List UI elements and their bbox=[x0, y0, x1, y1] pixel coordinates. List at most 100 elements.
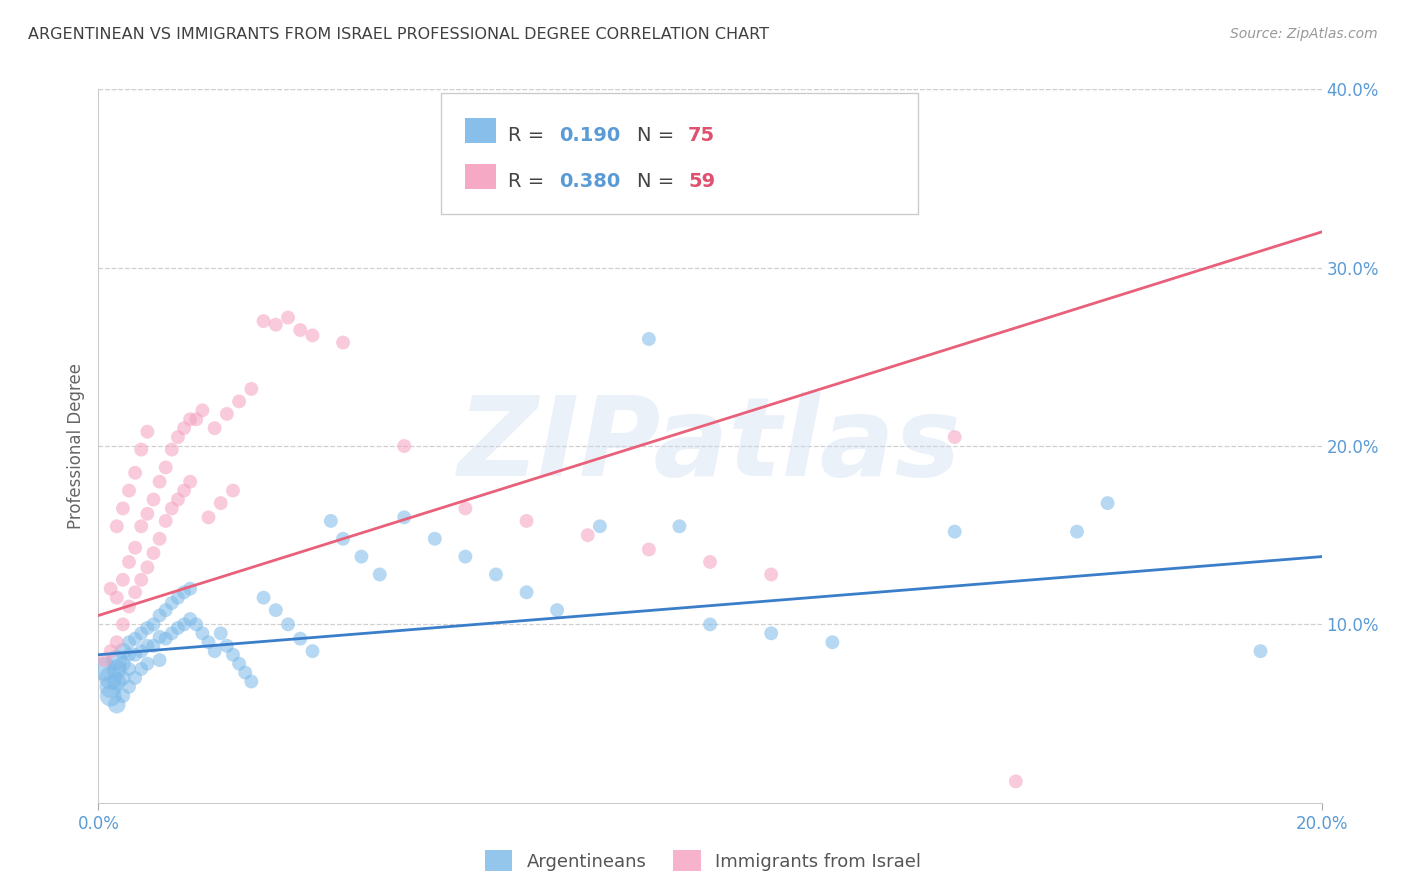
Point bbox=[160, 501, 183, 516]
Y-axis label: Professional Degree: Professional Degree bbox=[66, 363, 84, 529]
Point bbox=[264, 603, 287, 617]
Point bbox=[100, 680, 122, 694]
Point bbox=[332, 532, 354, 546]
Point bbox=[149, 475, 172, 489]
Point bbox=[129, 442, 152, 457]
Point bbox=[368, 567, 391, 582]
Point bbox=[277, 617, 299, 632]
Point bbox=[215, 639, 238, 653]
Point bbox=[186, 412, 208, 426]
Point bbox=[546, 603, 568, 617]
Point bbox=[100, 582, 122, 596]
Point bbox=[943, 524, 966, 539]
Point bbox=[1004, 774, 1026, 789]
Point bbox=[167, 591, 190, 605]
Point bbox=[118, 635, 141, 649]
Text: 0.190: 0.190 bbox=[560, 126, 621, 145]
Point bbox=[111, 644, 134, 658]
Point bbox=[516, 514, 538, 528]
Point bbox=[228, 394, 250, 409]
Point bbox=[105, 662, 128, 676]
Point bbox=[124, 466, 146, 480]
Point bbox=[129, 626, 152, 640]
Point bbox=[252, 591, 274, 605]
Point bbox=[277, 310, 299, 325]
Point bbox=[301, 644, 323, 658]
Point bbox=[197, 635, 219, 649]
Point bbox=[173, 483, 195, 498]
Point bbox=[228, 657, 250, 671]
FancyBboxPatch shape bbox=[465, 118, 496, 143]
Point bbox=[264, 318, 287, 332]
Point bbox=[124, 648, 146, 662]
Point bbox=[1097, 496, 1119, 510]
Point bbox=[93, 653, 115, 667]
Point bbox=[290, 323, 312, 337]
Point bbox=[124, 671, 146, 685]
Point bbox=[124, 541, 146, 555]
Point bbox=[118, 662, 141, 676]
Point bbox=[173, 585, 195, 599]
Point bbox=[142, 639, 165, 653]
Point bbox=[136, 657, 159, 671]
Point bbox=[149, 630, 172, 644]
Point bbox=[215, 407, 238, 421]
Point bbox=[136, 560, 159, 574]
Point bbox=[350, 549, 373, 564]
Point bbox=[111, 657, 134, 671]
Point bbox=[179, 612, 201, 626]
Point bbox=[943, 430, 966, 444]
Point bbox=[222, 483, 245, 498]
Point bbox=[392, 510, 416, 524]
Point bbox=[392, 439, 416, 453]
Point bbox=[204, 421, 226, 435]
Point bbox=[301, 328, 323, 343]
Text: 59: 59 bbox=[688, 172, 716, 192]
Point bbox=[105, 635, 128, 649]
Point bbox=[319, 514, 342, 528]
Point bbox=[160, 442, 183, 457]
Point bbox=[155, 460, 177, 475]
Point bbox=[100, 671, 122, 685]
Text: ZIPatlas: ZIPatlas bbox=[458, 392, 962, 500]
Point bbox=[105, 653, 128, 667]
Point bbox=[179, 582, 201, 596]
Point bbox=[111, 671, 134, 685]
Point bbox=[155, 603, 177, 617]
Text: N =: N = bbox=[637, 126, 681, 145]
FancyBboxPatch shape bbox=[465, 164, 496, 189]
Point bbox=[637, 332, 661, 346]
Text: 0.380: 0.380 bbox=[560, 172, 621, 192]
Point bbox=[124, 585, 146, 599]
Text: ARGENTINEAN VS IMMIGRANTS FROM ISRAEL PROFESSIONAL DEGREE CORRELATION CHART: ARGENTINEAN VS IMMIGRANTS FROM ISRAEL PR… bbox=[28, 27, 769, 42]
Text: Source: ZipAtlas.com: Source: ZipAtlas.com bbox=[1230, 27, 1378, 41]
Point bbox=[129, 519, 152, 533]
Point bbox=[149, 532, 172, 546]
Point bbox=[160, 596, 183, 610]
Point bbox=[516, 585, 538, 599]
Point bbox=[100, 644, 122, 658]
Point bbox=[821, 635, 844, 649]
Point bbox=[136, 425, 159, 439]
Point bbox=[100, 689, 122, 703]
Text: R =: R = bbox=[508, 126, 551, 145]
Point bbox=[111, 617, 134, 632]
Point bbox=[699, 617, 721, 632]
Point bbox=[252, 314, 274, 328]
Point bbox=[222, 648, 245, 662]
Point bbox=[173, 421, 195, 435]
Point bbox=[209, 496, 232, 510]
Point bbox=[454, 549, 477, 564]
Point bbox=[136, 621, 159, 635]
Point bbox=[142, 546, 165, 560]
Point bbox=[105, 519, 128, 533]
Point bbox=[191, 403, 214, 417]
Point bbox=[759, 567, 782, 582]
Point bbox=[668, 519, 690, 533]
Point bbox=[186, 617, 208, 632]
Text: 75: 75 bbox=[688, 126, 716, 145]
Point bbox=[197, 510, 219, 524]
Point bbox=[136, 639, 159, 653]
Point bbox=[136, 507, 159, 521]
Text: N =: N = bbox=[637, 172, 681, 192]
